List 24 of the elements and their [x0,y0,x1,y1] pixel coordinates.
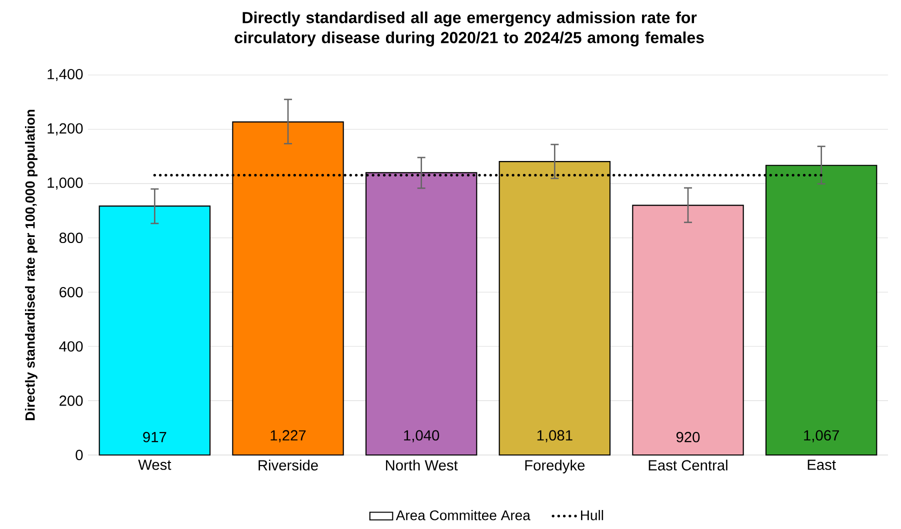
y-tick-label: 0 [76,450,83,460]
x-tick-label: East [808,460,836,470]
x-tick-label: Riverside [258,460,318,470]
data-label: 917 [143,432,166,442]
y-tick-label: 600 [60,286,83,298]
data-label: 1,067 [804,430,839,442]
chart-title: Directly standardised all age emergency admission rate for circulatory disease during 2020/21 to 2024/25 among females [234,12,704,46]
legend-label: Hull [581,510,604,520]
y-tick-label: 400 [59,341,83,352]
y-axis-title: Directly standardised rate per 100,000 population [25,110,38,420]
legend-label: Area Committee Area [396,510,530,520]
y-tick-label: 1,200 [48,123,83,136]
x-tick-label: West [138,460,172,470]
x-tick-label: Foredyke [525,460,585,474]
data-label: 920 [676,432,700,442]
y-tick-label: 1,000 [48,178,83,190]
data-label: 1,040 [404,430,440,442]
y-tick-label: 200 [60,396,83,406]
x-tick-label: North West [386,460,458,470]
x-tick-label: East Central [648,460,728,470]
y-tick-label: 1,400 [48,68,83,82]
y-tick-label: 800 [59,232,83,244]
data-label: 1,081 [537,430,572,442]
data-label: 1,227 [270,430,306,442]
